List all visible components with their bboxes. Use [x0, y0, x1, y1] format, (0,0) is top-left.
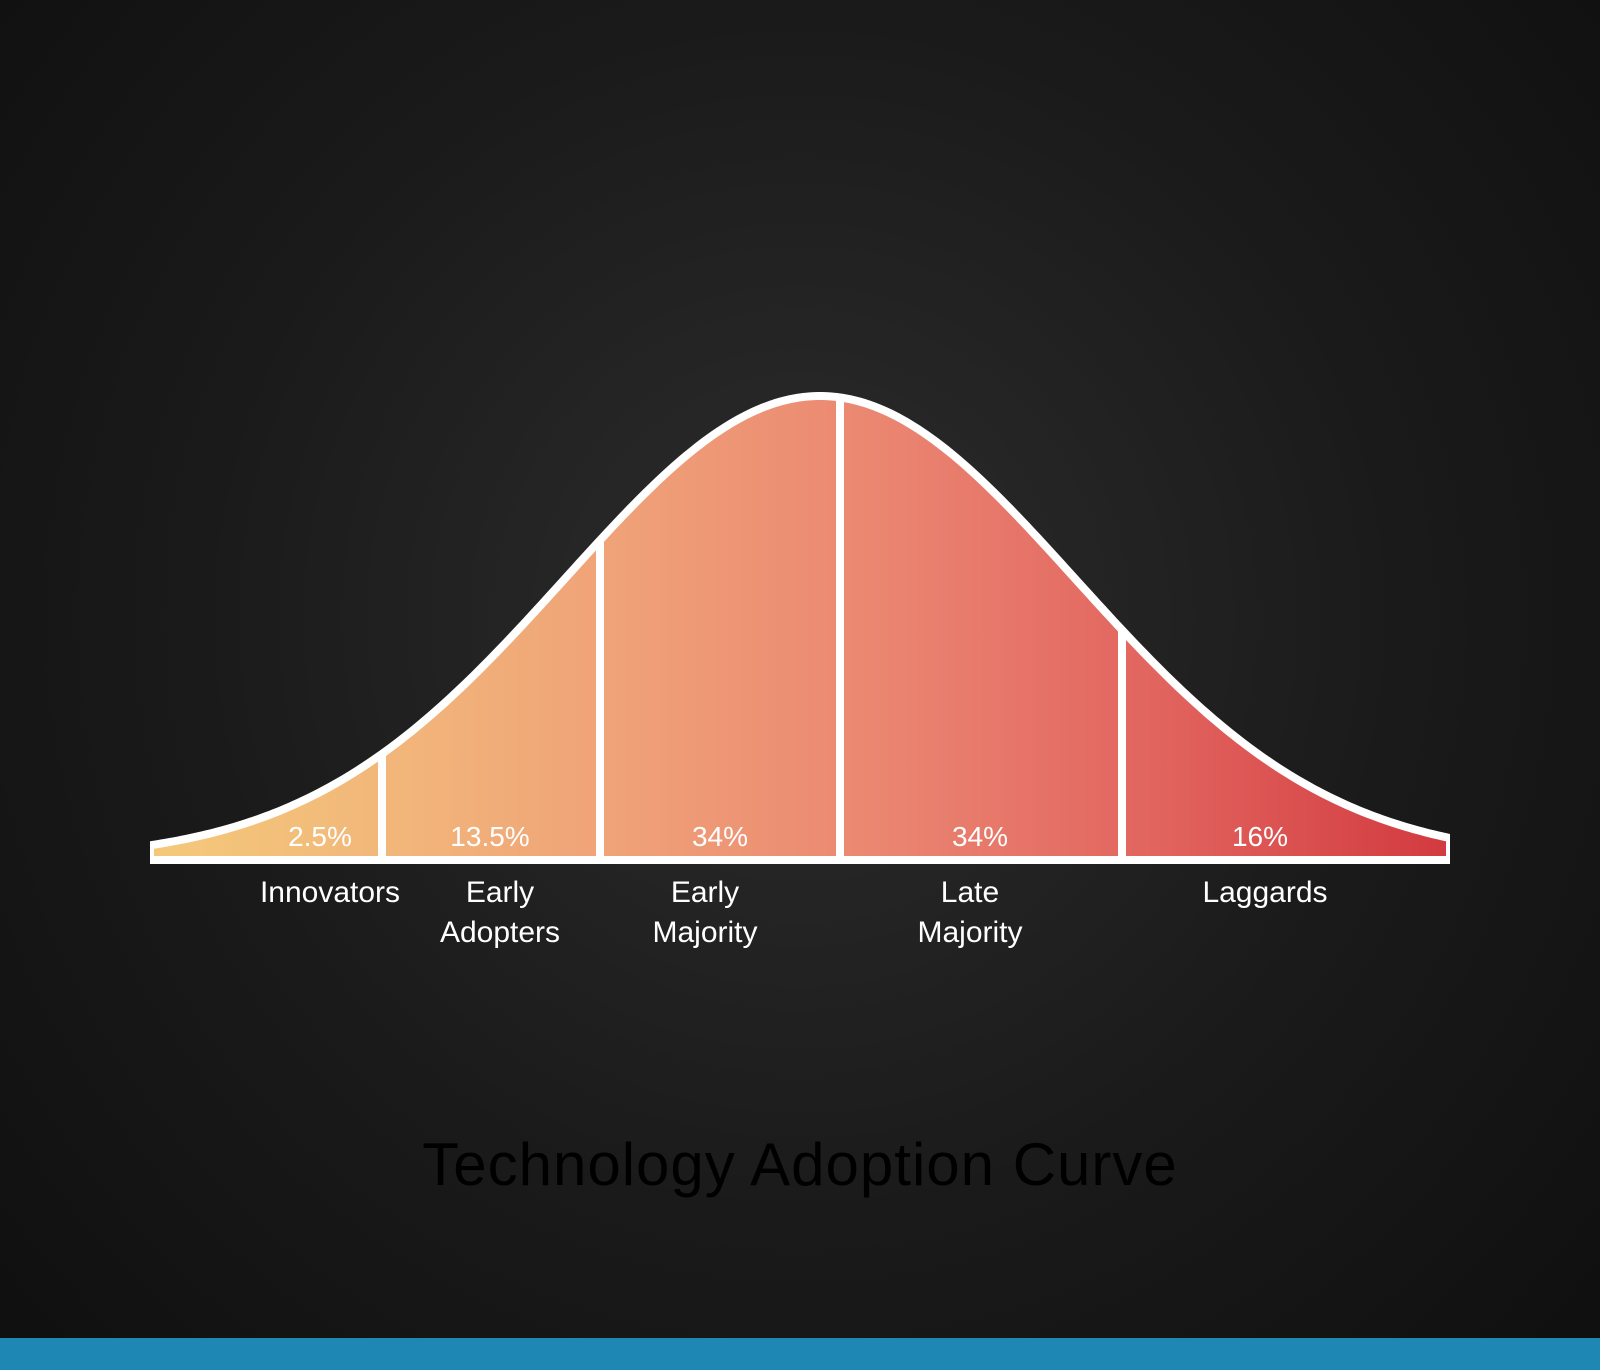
- segment-percentage: 34%: [692, 821, 748, 852]
- segment-label: Majority: [652, 916, 757, 949]
- segment-label: Adopters: [440, 916, 560, 949]
- bottom-accent-bar: [0, 1338, 1600, 1370]
- segment-label: Innovators: [260, 876, 400, 909]
- segment-label: Early: [466, 876, 534, 909]
- segment-percentage: 13.5%: [450, 821, 529, 852]
- segment-percentage: 2.5%: [288, 821, 352, 852]
- chart-title: Technology Adoption Curve: [0, 1130, 1600, 1199]
- segment-label: Late: [941, 876, 999, 909]
- segment-label: Laggards: [1202, 876, 1327, 909]
- segment-label: Majority: [917, 916, 1022, 949]
- segment-percentage: 34%: [952, 821, 1008, 852]
- segment-label: Early: [671, 876, 739, 909]
- segment-percentage: 16%: [1232, 821, 1288, 852]
- adoption-bell-curve: 2.5% 13.5% 34% 34% 16% Innovators Early Adopte…: [150, 380, 1450, 1020]
- chart-canvas: 2.5% 13.5% 34% 34% 16% Innovators Early Adopte…: [0, 0, 1600, 1370]
